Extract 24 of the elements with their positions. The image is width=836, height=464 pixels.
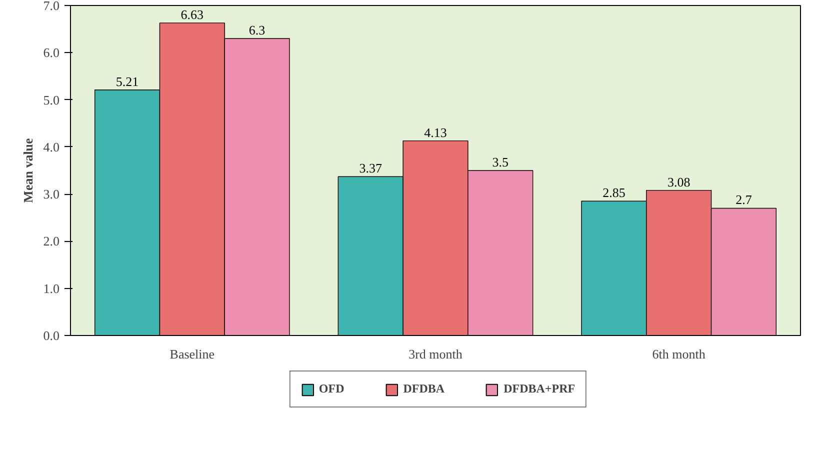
legend-label: DFDBA xyxy=(403,382,445,396)
y-tick-label: 0.0 xyxy=(43,328,60,343)
y-tick-label: 7.0 xyxy=(43,0,60,13)
data-label: 6.3 xyxy=(248,22,266,38)
data-label: 5.21 xyxy=(116,74,139,89)
y-tick-label: 4.0 xyxy=(43,139,60,154)
data-label: 6.63 xyxy=(180,6,204,22)
data-label: 3.37 xyxy=(359,160,382,176)
legend-label: DFDBA+PRF xyxy=(504,382,576,396)
x-tick-label: 3rd month xyxy=(408,346,463,362)
y-tick-label: 2.0 xyxy=(43,234,60,249)
y-tick-label: 3.0 xyxy=(43,186,60,202)
y-tick-label: 6.0 xyxy=(43,45,60,60)
data-label: 3.08 xyxy=(667,174,690,190)
data-label: 3.5 xyxy=(492,154,509,170)
legend-label: OFD xyxy=(318,382,344,396)
data-label: 2.7 xyxy=(736,192,752,208)
y-tick-label: 5.0 xyxy=(43,92,60,108)
x-tick-label: Baseline xyxy=(170,346,215,362)
data-label: 2.85 xyxy=(602,185,626,200)
y-tick-label: 1.0 xyxy=(43,280,60,296)
data-label: 4.13 xyxy=(424,124,447,140)
y-axis-title: Mean value xyxy=(20,138,36,203)
x-tick-label: 6th month xyxy=(652,346,706,362)
